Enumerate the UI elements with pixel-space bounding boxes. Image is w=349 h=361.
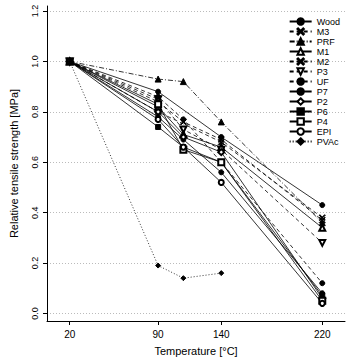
svg-text:P2: P2 xyxy=(317,97,328,107)
svg-text:0.2: 0.2 xyxy=(30,257,40,270)
svg-text:140: 140 xyxy=(213,329,230,340)
svg-text:0.8: 0.8 xyxy=(30,106,40,119)
svg-text:1.2: 1.2 xyxy=(30,5,40,18)
svg-text:PVAc: PVAc xyxy=(317,137,339,147)
svg-text:Temperature [°C]: Temperature [°C] xyxy=(154,345,237,357)
svg-text:P4: P4 xyxy=(317,117,328,127)
svg-text:0.6: 0.6 xyxy=(30,156,40,169)
svg-text:1.0: 1.0 xyxy=(30,55,40,68)
svg-text:P7: P7 xyxy=(317,87,328,97)
svg-text:90: 90 xyxy=(153,329,165,340)
svg-text:M2: M2 xyxy=(317,57,330,67)
svg-text:PRF: PRF xyxy=(317,37,336,47)
svg-text:EPI: EPI xyxy=(317,127,332,137)
svg-text:P6: P6 xyxy=(317,107,328,117)
svg-text:P3: P3 xyxy=(317,67,328,77)
svg-text:20: 20 xyxy=(64,329,76,340)
svg-text:Relative tensile strength [MPa: Relative tensile strength [MPa] xyxy=(8,89,20,238)
svg-text:Wood: Wood xyxy=(317,17,340,27)
svg-text:0.4: 0.4 xyxy=(30,206,40,219)
svg-text:0.0: 0.0 xyxy=(30,307,40,320)
svg-text:M1: M1 xyxy=(317,47,330,57)
svg-text:UF: UF xyxy=(317,77,329,87)
svg-text:220: 220 xyxy=(314,329,331,340)
svg-text:M3: M3 xyxy=(317,27,330,37)
